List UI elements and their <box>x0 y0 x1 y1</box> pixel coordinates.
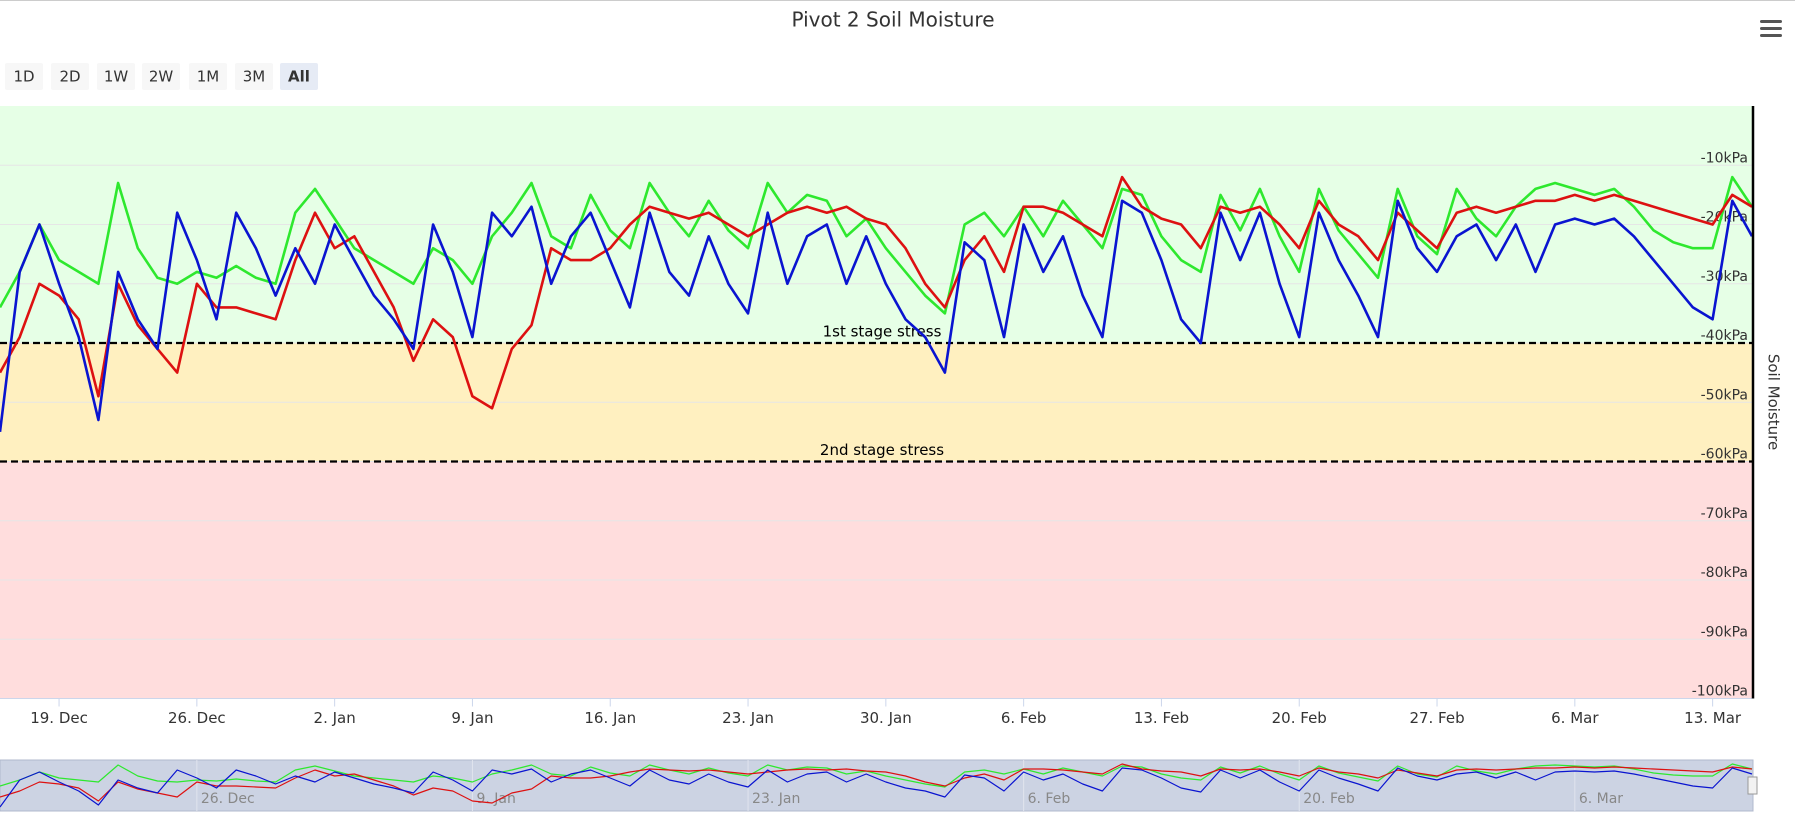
x-tick-label: 26. Dec <box>168 709 226 727</box>
range-button-label: 1D <box>13 68 34 86</box>
plot-area <box>0 175 1752 433</box>
range-button-bg <box>280 63 318 90</box>
range-button-label: 2D <box>59 68 80 86</box>
range-button[interactable]: 1W <box>97 63 135 90</box>
menu-bar <box>1760 34 1782 37</box>
top-border <box>0 0 1795 1</box>
navigator-series <box>0 763 1753 808</box>
range-button[interactable]: 1D <box>5 63 43 90</box>
x-tick-label: 2. Jan <box>314 709 356 727</box>
range-button-bg <box>51 63 89 90</box>
range-button-bg <box>5 63 43 90</box>
range-button-bg <box>97 63 135 90</box>
x-tick-label: 16. Jan <box>584 709 636 727</box>
series-line <box>0 767 1753 808</box>
series-line <box>0 763 1753 788</box>
navigator-handle[interactable] <box>1747 776 1758 795</box>
plot-line-label: 2nd stage stress <box>820 441 944 459</box>
x-tick-label: 6. Mar <box>1551 709 1599 727</box>
range-button-bg <box>189 63 227 90</box>
range-button[interactable]: 2W <box>142 63 180 90</box>
range-button[interactable]: 1M <box>189 63 227 90</box>
navigator-tick-label: 23. Jan <box>752 791 800 807</box>
navigator-tick-label: 26. Dec <box>201 791 255 807</box>
y-tick-label: -30kPa <box>1701 269 1748 285</box>
y-tick-label: -100kPa <box>1692 684 1748 700</box>
navigator-tick-label: 6. Mar <box>1579 791 1623 807</box>
range-button-label: 3M <box>243 68 266 86</box>
range-button-label: All <box>288 68 310 86</box>
x-tick-label: 27. Feb <box>1409 709 1464 727</box>
x-tick-label: 30. Jan <box>860 709 912 727</box>
chart-title: Pivot 2 Soil Moisture <box>791 8 994 32</box>
x-tick-label: 13. Mar <box>1684 709 1742 727</box>
series-line <box>0 175 1752 315</box>
x-tick-label: 23. Jan <box>722 709 774 727</box>
navigator-bg <box>0 759 1754 812</box>
x-tick-label: 13. Feb <box>1134 709 1189 727</box>
y-tick-label: -40kPa <box>1701 328 1748 344</box>
range-button-bg <box>235 63 273 90</box>
y-axis-title: Soil Moisture <box>1765 354 1783 450</box>
series-line <box>0 199 1752 433</box>
range-button-label: 2W <box>149 68 174 86</box>
range-button[interactable]: All <box>280 63 318 90</box>
plot-line-label: 1st stage stress <box>823 323 942 341</box>
menu-button[interactable] <box>1760 20 1782 37</box>
y-tick-label: -10kPa <box>1701 150 1748 166</box>
y-tick-label: -80kPa <box>1701 565 1748 581</box>
y-tick-label: -20kPa <box>1701 210 1748 226</box>
y-tick-label: -70kPa <box>1701 506 1748 522</box>
series-line <box>0 175 1752 410</box>
x-tick-label: 6. Feb <box>1001 709 1047 727</box>
y-tick-label: -90kPa <box>1701 624 1748 640</box>
menu-bar <box>1760 27 1782 30</box>
x-tick-label: 9. Jan <box>451 709 493 727</box>
range-button[interactable]: 3M <box>235 63 273 90</box>
range-button-bg <box>142 63 180 90</box>
menu-bar <box>1760 20 1782 23</box>
x-tick-label: 20. Feb <box>1272 709 1327 727</box>
x-tick-label: 19. Dec <box>30 709 88 727</box>
range-button-label: 1M <box>197 68 220 86</box>
navigator-tick-label: 6. Feb <box>1028 791 1071 807</box>
y-tick-label: -60kPa <box>1701 447 1748 463</box>
y-tick-label: -50kPa <box>1701 387 1748 403</box>
range-button[interactable]: 2D <box>51 63 89 90</box>
range-button-label: 1W <box>104 68 129 86</box>
series-line <box>0 763 1753 804</box>
navigator-tick-label: 20. Feb <box>1303 791 1355 807</box>
